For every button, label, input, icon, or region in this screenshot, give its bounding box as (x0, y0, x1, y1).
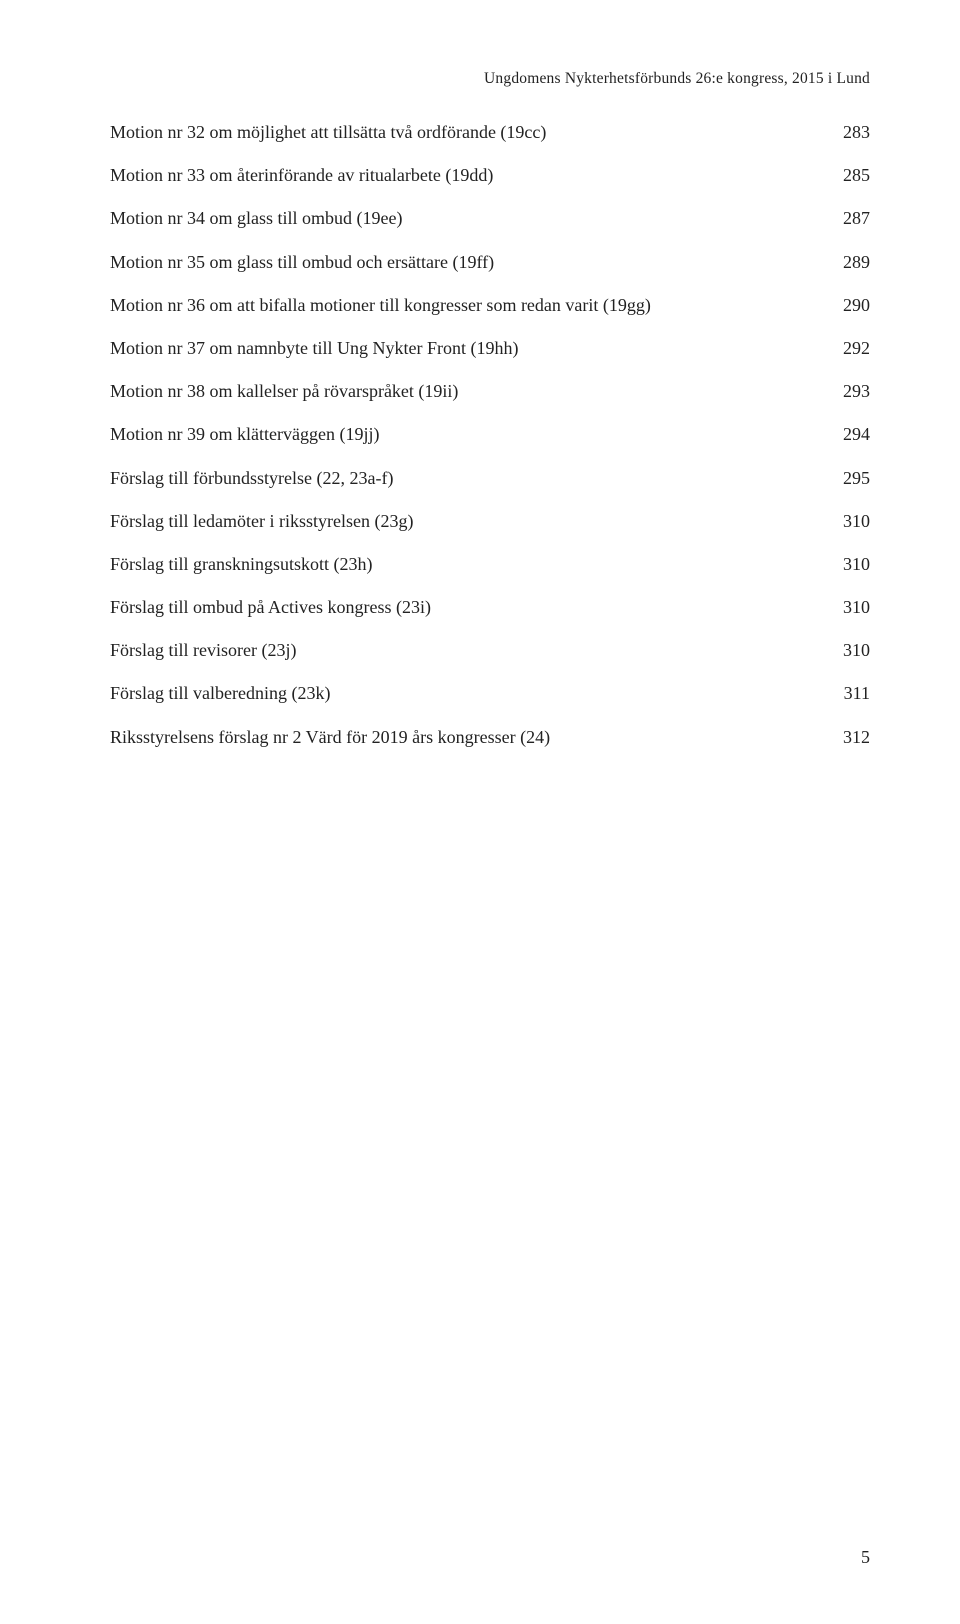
toc-row: Förslag till granskningsutskott (23h) 31… (110, 552, 870, 577)
toc-row: Motion nr 38 om kallelser på rövarspråke… (110, 379, 870, 404)
toc-page: 310 (843, 595, 870, 620)
toc-label: Förslag till förbundsstyrelse (22, 23a-f… (110, 466, 393, 491)
toc-label: Motion nr 39 om klätterväggen (19jj) (110, 422, 379, 447)
toc-page: 290 (843, 293, 870, 318)
toc-page: 283 (843, 120, 870, 145)
toc-page: 285 (843, 163, 870, 188)
toc-label: Motion nr 38 om kallelser på rövarspråke… (110, 379, 458, 404)
toc-row: Motion nr 35 om glass till ombud och ers… (110, 250, 870, 275)
toc-label: Riksstyrelsens förslag nr 2 Värd för 201… (110, 725, 550, 750)
toc-page: 292 (843, 336, 870, 361)
toc-page: 287 (843, 206, 870, 231)
toc-row: Förslag till ombud på Actives kongress (… (110, 595, 870, 620)
toc-page: 312 (843, 725, 870, 750)
toc-label: Motion nr 35 om glass till ombud och ers… (110, 250, 494, 275)
toc-row: Motion nr 33 om återinförande av rituala… (110, 163, 870, 188)
toc-page: 295 (843, 466, 870, 491)
toc-page: 310 (843, 552, 870, 577)
toc-label: Förslag till revisorer (23j) (110, 638, 296, 663)
toc-row: Motion nr 34 om glass till ombud (19ee) … (110, 206, 870, 231)
toc-label: Förslag till valberedning (23k) (110, 681, 330, 706)
toc-row: Förslag till revisorer (23j) 310 (110, 638, 870, 663)
toc-label: Förslag till granskningsutskott (23h) (110, 552, 373, 577)
toc-label: Motion nr 33 om återinförande av rituala… (110, 163, 493, 188)
page-number: 5 (861, 1547, 870, 1568)
toc-row: Riksstyrelsens förslag nr 2 Värd för 201… (110, 725, 870, 750)
toc-row: Motion nr 37 om namnbyte till Ung Nykter… (110, 336, 870, 361)
toc-label: Motion nr 37 om namnbyte till Ung Nykter… (110, 336, 518, 361)
toc-row: Motion nr 39 om klätterväggen (19jj) 294 (110, 422, 870, 447)
toc-row: Förslag till ledamöter i riksstyrelsen (… (110, 509, 870, 534)
toc-label: Förslag till ombud på Actives kongress (… (110, 595, 431, 620)
toc-page: 310 (843, 638, 870, 663)
page-header: Ungdomens Nykterhetsförbunds 26:e kongre… (110, 70, 870, 88)
toc-page: 293 (843, 379, 870, 404)
toc-label: Förslag till ledamöter i riksstyrelsen (… (110, 509, 413, 534)
toc-page: 294 (843, 422, 870, 447)
toc-page: 310 (843, 509, 870, 534)
toc-label: Motion nr 32 om möjlighet att tillsätta … (110, 120, 546, 145)
toc-row: Motion nr 36 om att bifalla motioner til… (110, 293, 870, 318)
toc-row: Förslag till förbundsstyrelse (22, 23a-f… (110, 466, 870, 491)
toc-label: Motion nr 36 om att bifalla motioner til… (110, 293, 651, 318)
table-of-contents: Motion nr 32 om möjlighet att tillsätta … (110, 120, 870, 750)
toc-row: Förslag till valberedning (23k) 311 (110, 681, 870, 706)
toc-label: Motion nr 34 om glass till ombud (19ee) (110, 206, 402, 231)
toc-page: 289 (843, 250, 870, 275)
toc-page: 311 (844, 681, 870, 706)
toc-row: Motion nr 32 om möjlighet att tillsätta … (110, 120, 870, 145)
